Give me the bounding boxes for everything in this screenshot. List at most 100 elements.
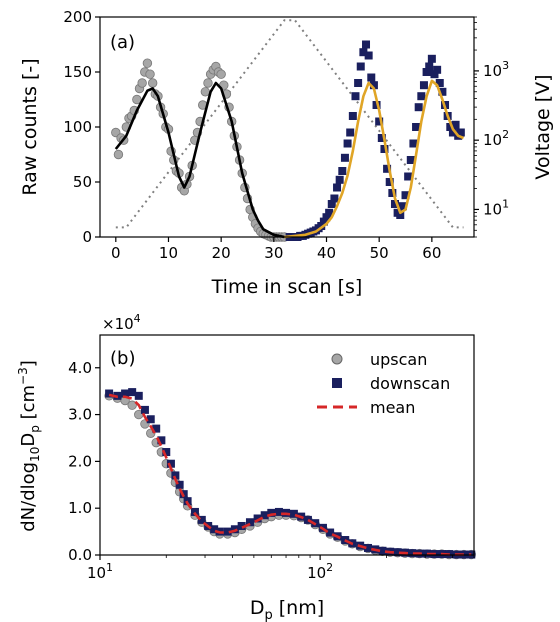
downscan-point [414, 103, 423, 112]
a-y2tick-label: 101 [483, 197, 509, 218]
multiplier-exp: 4 [134, 312, 141, 325]
downscan-point [412, 123, 421, 131]
downscan-point [398, 202, 407, 211]
downscan-point [408, 549, 417, 558]
downscan-point [393, 548, 402, 557]
downscan-point [351, 92, 360, 101]
b-xtick-label: 102 [307, 561, 333, 582]
legend-downscan-label: downscan [370, 374, 450, 393]
downscan-point [380, 145, 389, 153]
b-ytick-label: 2.0 [68, 452, 92, 470]
panel-a-xlabel: Time in scan [s] [211, 276, 363, 298]
downscan-point [325, 208, 334, 217]
upscan-point [145, 69, 155, 79]
legend-upscan-label: upscan [370, 350, 427, 369]
a-y2tick-label: 102 [483, 128, 509, 149]
downscan-point [335, 175, 344, 184]
b-xtick-label-base: 10 [307, 564, 326, 582]
a-ytick-label: 0 [82, 228, 92, 246]
b-xtick-label-exp: 1 [106, 561, 113, 574]
ylabel-mid: D [18, 433, 39, 447]
upscan-point [147, 78, 158, 88]
downscan-point [230, 525, 239, 534]
downscan-point [343, 139, 352, 148]
b-xtick-label-base: 10 [87, 564, 106, 582]
downscan-point [162, 448, 171, 457]
downscan-point [175, 480, 184, 489]
panel-b-frame [99, 334, 475, 556]
downscan-point [237, 521, 246, 530]
downscan-point [401, 191, 410, 200]
a-xtick-label: 50 [370, 244, 389, 262]
downscan-point [419, 81, 428, 90]
downscan-point [134, 391, 143, 400]
b-xtick-label-exp: 2 [326, 561, 333, 574]
downscan-point [396, 211, 405, 219]
downscan-point [364, 51, 373, 60]
downscan-point [327, 200, 336, 208]
downscan-point [375, 117, 384, 126]
panel-a-label: (a) [110, 32, 135, 53]
downscan-point [303, 515, 312, 524]
downscan-point [448, 128, 457, 137]
legend: upscan downscan mean [317, 350, 450, 417]
panel-b-label: (b) [110, 348, 135, 369]
downscan-point [409, 139, 418, 148]
panel-b: 101 102 0.01.02.03.04.0 (b) ×104 Dp [nm] … [16, 312, 476, 622]
downscan-point [390, 200, 399, 208]
a-xtick-label: 30 [264, 244, 283, 262]
downscan-point [446, 123, 455, 131]
upscan-point [203, 78, 213, 88]
fit-upscan-line [114, 81, 285, 239]
downscan-point [369, 81, 378, 90]
downscan-point [317, 222, 326, 230]
downscan-point [171, 471, 180, 480]
downscan-point [427, 54, 436, 63]
ylabel-sup: −3 [16, 367, 30, 385]
ylabel-end: ] [18, 360, 39, 367]
downscan-point [359, 48, 368, 57]
downscan-point [260, 511, 269, 520]
downscan-point [367, 73, 376, 82]
downscan-point [197, 515, 206, 524]
a-ytick-label: 100 [63, 118, 92, 136]
downscan-point [385, 178, 394, 186]
ylabel-suffix: [cm [18, 385, 39, 425]
legend-upscan-marker [331, 353, 343, 365]
downscan-point [152, 424, 161, 433]
downscan-point [378, 546, 387, 555]
downscan-point [430, 70, 439, 79]
a-ytick-label: 150 [63, 63, 92, 81]
downscan-point [417, 92, 426, 101]
downscan-point [348, 112, 357, 120]
downscan-point [456, 128, 465, 137]
downscan-point [438, 87, 447, 96]
downscan-point [289, 509, 298, 518]
xlabel-sub: p [264, 608, 272, 622]
downscan-point [223, 527, 232, 536]
a-y2tick-label-exp: 1 [502, 197, 509, 210]
downscan-point [377, 134, 386, 142]
a-y2tick-label: 103 [483, 59, 509, 80]
upscan-point [216, 69, 226, 79]
downscan-point [362, 40, 371, 49]
downscan-point [166, 459, 175, 468]
downscan-point [388, 189, 397, 197]
panel-a-ylabel-right: Voltage [V] [532, 74, 554, 179]
multiplier-base: ×10 [102, 315, 134, 333]
a-y2tick-label-base: 10 [483, 200, 502, 218]
panel-b-xlabel: Dp [nm] [250, 597, 324, 622]
downscan-point [267, 508, 276, 517]
upscan-point [132, 94, 142, 105]
downscan-point [140, 405, 149, 414]
a-y2tick-label-base: 10 [483, 62, 502, 80]
downscan-point [274, 507, 283, 516]
xlabel-suffix: [nm] [273, 597, 324, 619]
a-ytick-label: 50 [73, 173, 92, 191]
a-y2tick-label-exp: 2 [502, 128, 509, 141]
upscan-point [127, 400, 137, 410]
downscan-point [322, 213, 331, 222]
downscan-point [333, 183, 342, 192]
downscan-point [190, 507, 199, 516]
